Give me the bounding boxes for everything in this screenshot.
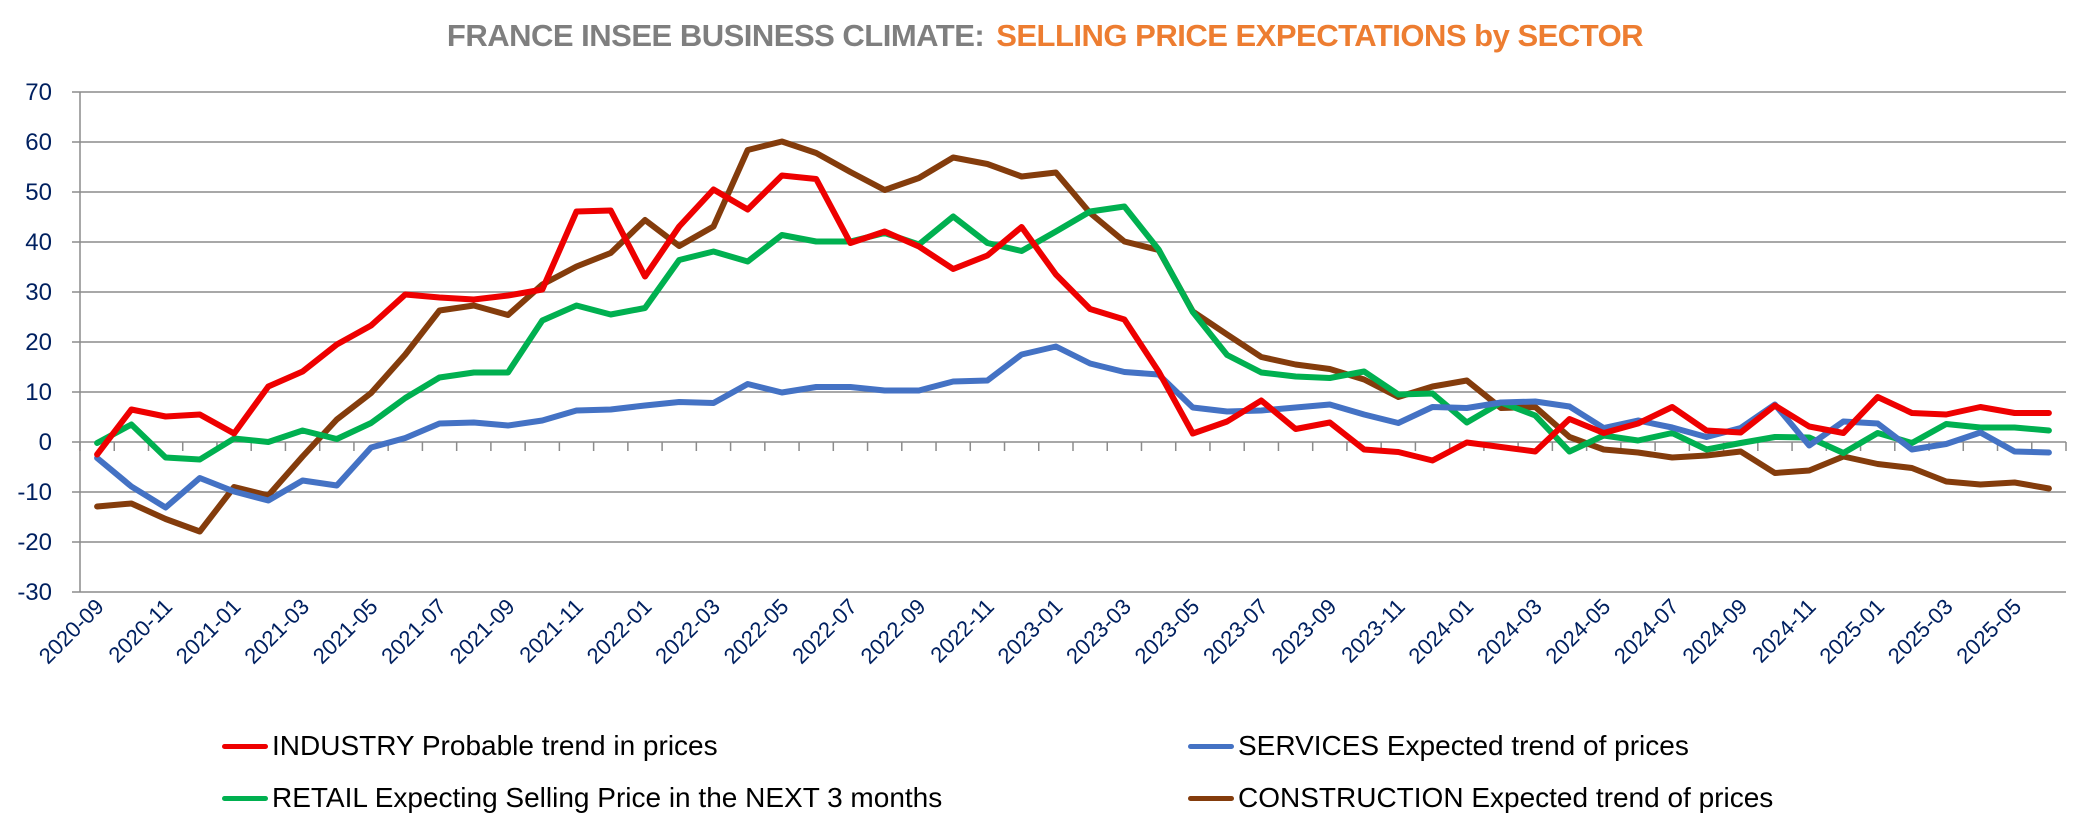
y-tick-label: 30 [25, 279, 52, 306]
x-tick-label: 2024-05 [1541, 594, 1616, 669]
x-tick-label: 2021-11 [514, 594, 588, 668]
x-tick-label: 2025-05 [1951, 594, 2026, 669]
x-tick-label: 2022-01 [582, 594, 657, 669]
legend-item-services[interactable]: SERVICES Expected trend of prices [1188, 730, 1689, 762]
x-tick-label: 2022-05 [719, 594, 794, 669]
legend-swatch-services [1188, 743, 1234, 749]
x-tick-label: 2023-01 [993, 594, 1068, 669]
legend-swatch-construction [1188, 795, 1234, 801]
y-tick-label: -10 [17, 479, 52, 506]
x-tick-label: 2021-07 [376, 594, 451, 669]
legend-item-retail[interactable]: RETAIL Expecting Selling Price in the NE… [222, 782, 942, 814]
legend-swatch-retail [222, 795, 268, 801]
x-tick-label: 2020-11 [104, 594, 178, 668]
legend-item-industry[interactable]: INDUSTRY Probable trend in prices [222, 730, 718, 762]
x-tick-label: 2023-09 [1267, 594, 1342, 669]
legend-label-services: SERVICES Expected trend of prices [1238, 730, 1689, 761]
x-tick-label: 2021-01 [171, 594, 246, 669]
series-line-industry [94, 172, 2052, 464]
y-tick-label: 40 [25, 229, 52, 256]
x-tick-label: 2024-09 [1677, 594, 1752, 669]
x-tick-label: 2022-07 [787, 594, 862, 669]
x-tick-label: 2024-01 [1404, 594, 1479, 669]
y-tick-label: 70 [25, 79, 52, 106]
y-tick-label: -30 [17, 579, 52, 606]
y-tick-label: 0 [39, 429, 52, 456]
x-axis-tick-labels: 2020-092020-112021-012021-032021-052021-… [34, 594, 2026, 669]
x-tick-label: 2021-09 [445, 594, 520, 669]
x-tick-label: 2024-07 [1609, 594, 1684, 669]
x-tick-label: 2025-03 [1883, 594, 1958, 669]
chart-title-main: FRANCE INSEE BUSINESS CLIMATE: [446, 18, 985, 53]
x-tick-label: 2023-11 [1336, 594, 1410, 668]
y-tick-label: 20 [25, 329, 52, 356]
chart-title: FRANCE INSEE BUSINESS CLIMATE: SELLING PR… [0, 18, 2090, 54]
x-tick-label: 2023-05 [1130, 594, 1205, 669]
x-tick-label: 2022-03 [650, 594, 725, 669]
series-line-retail [94, 203, 2052, 463]
x-tick-label: 2024-03 [1472, 594, 1547, 669]
x-tick-label: 2022-11 [925, 594, 999, 668]
legend-label-construction: CONSTRUCTION Expected trend of prices [1238, 782, 1774, 813]
y-tick-label: 60 [25, 129, 52, 156]
legend-item-construction[interactable]: CONSTRUCTION Expected trend of prices [1188, 782, 1773, 814]
x-tick-label: 2023-03 [1061, 594, 1136, 669]
series-lines [94, 138, 2052, 535]
legend-swatch-industry [222, 743, 268, 749]
series-line-construction [94, 138, 2052, 535]
gridlines [72, 91, 2066, 593]
y-tick-label: 50 [25, 179, 52, 206]
x-tick-label: 2023-07 [1198, 594, 1273, 669]
y-axis-tick-labels: 70 60 50 40 30 20 10 0 -10 -20 -30 [17, 79, 52, 606]
x-tick-label: 2024-11 [1747, 594, 1821, 668]
legend-label-retail: RETAIL Expecting Selling Price in the NE… [272, 782, 943, 813]
x-tick-label: 2021-03 [239, 594, 314, 669]
legend-label-industry: INDUSTRY Probable trend in prices [272, 730, 718, 761]
x-tick-label: 2021-05 [308, 594, 383, 669]
y-tick-label: 10 [25, 379, 52, 406]
x-tick-label: 2025-01 [1814, 594, 1889, 669]
chart-title-highlight: SELLING PRICE EXPECTATIONS by SECTOR [996, 18, 1644, 53]
x-tick-label: 2022-09 [856, 594, 931, 669]
y-tick-label: -20 [17, 529, 52, 556]
